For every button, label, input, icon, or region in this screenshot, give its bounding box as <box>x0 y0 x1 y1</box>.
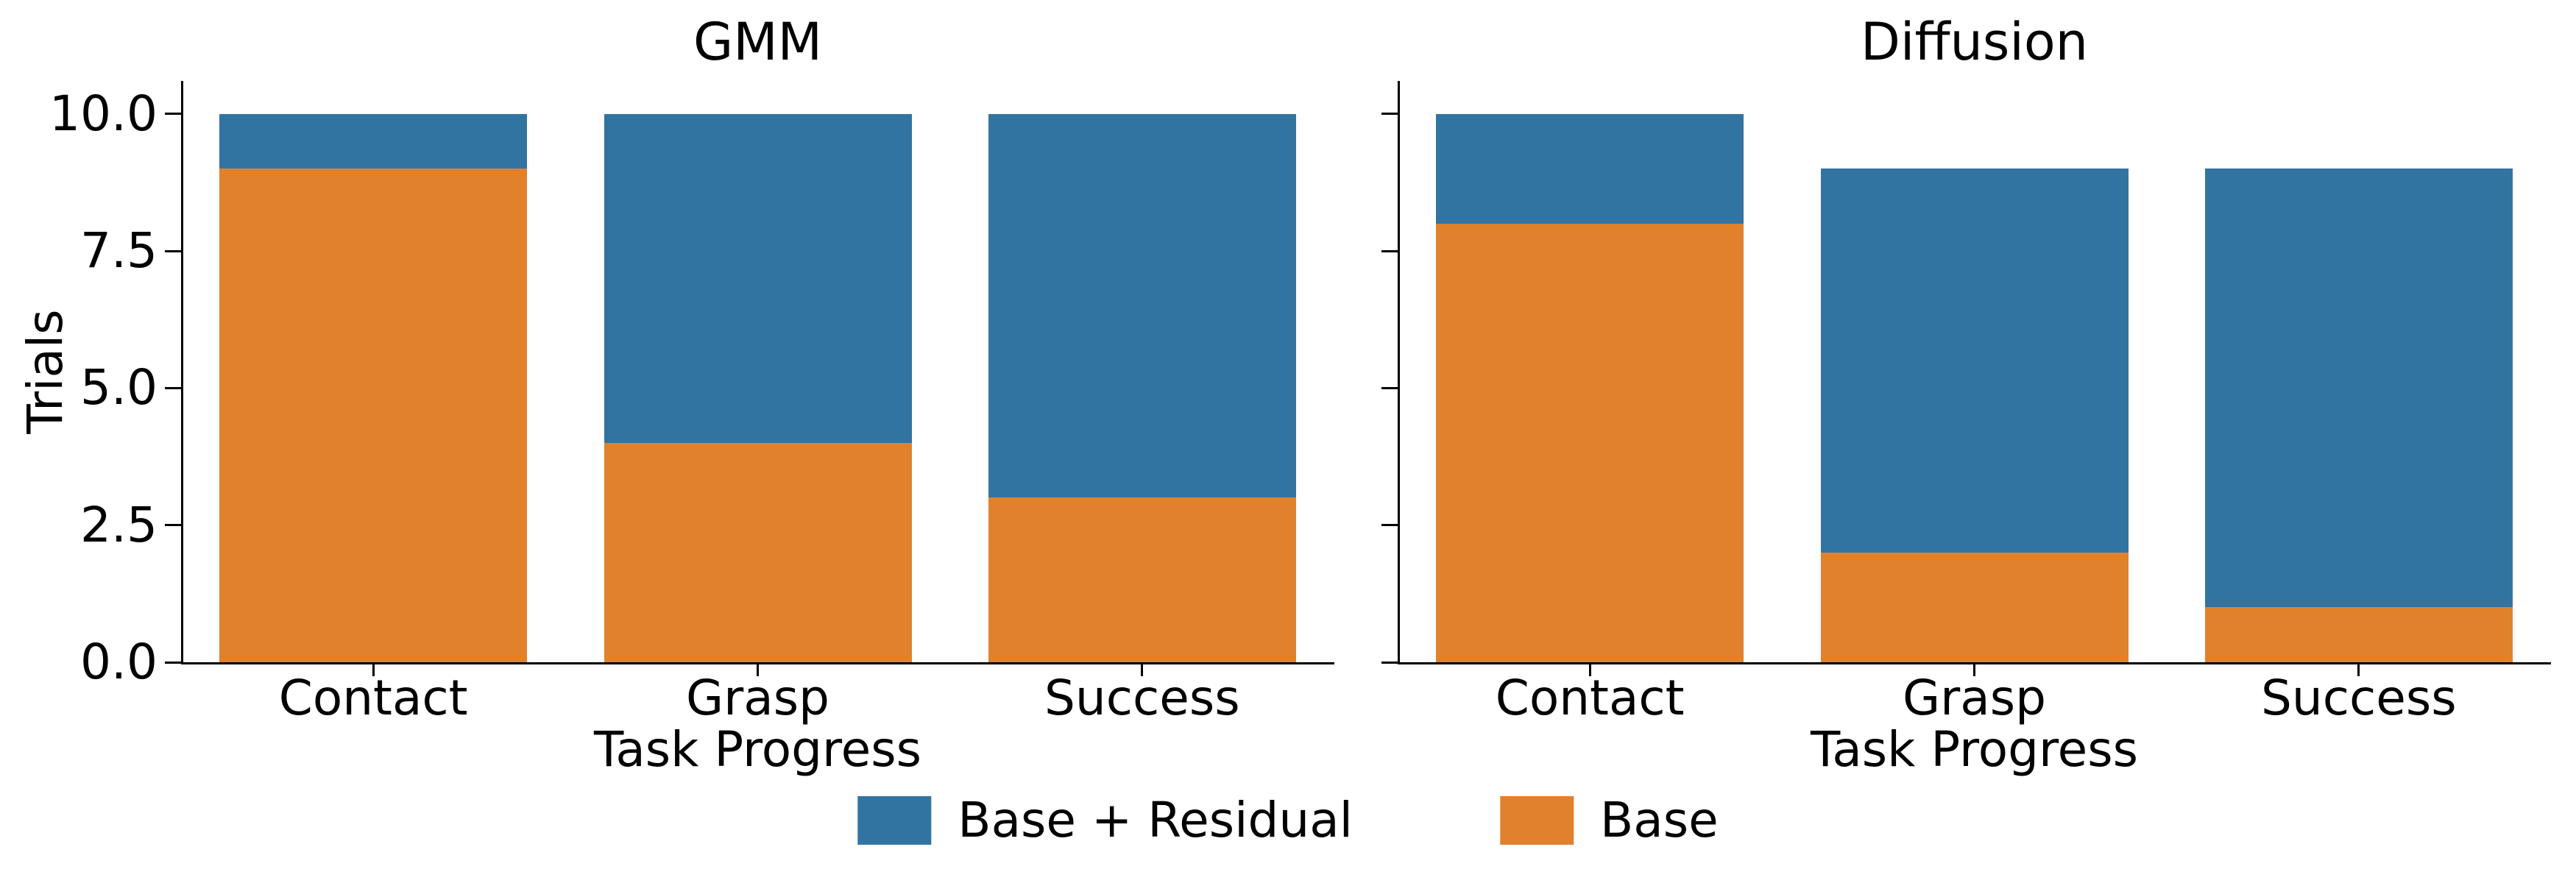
x-tick-label-grasp: Grasp <box>685 670 830 726</box>
x-tick-mark <box>757 664 759 676</box>
y-tick-label: 7.5 <box>80 222 158 280</box>
x-tick-label-contact: Contact <box>278 670 468 726</box>
plot-title-gmm: GMM <box>693 12 823 72</box>
y-tick-label: 2.5 <box>80 496 158 553</box>
x-tick-mark <box>2357 664 2360 676</box>
y-axis-spine <box>181 81 183 664</box>
y-tick-mark <box>1381 113 1398 116</box>
legend-swatch-base <box>1499 796 1574 845</box>
y-tick-mark <box>165 249 181 252</box>
y-tick-mark <box>1381 386 1398 389</box>
x-axis-label: Task Progress <box>593 721 922 778</box>
success-base-bar <box>2204 607 2513 662</box>
grasp-base-bar <box>1820 552 2129 662</box>
y-tick-mark <box>165 524 181 527</box>
y-tick-mark <box>1381 249 1398 252</box>
x-axis-label: Task Progress <box>1810 721 2139 778</box>
x-tick-mark <box>1141 664 1144 676</box>
success-base-residual-bar <box>2204 169 2513 662</box>
x-tick-label-contact: Contact <box>1495 670 1685 726</box>
y-tick-mark <box>1381 661 1398 664</box>
grasp-base-bar <box>604 442 912 662</box>
y-tick-label: 0.0 <box>80 634 158 690</box>
x-tick-mark <box>372 664 375 676</box>
y-tick-mark <box>1381 524 1398 527</box>
legend-label: Base <box>1599 792 1719 848</box>
legend-label: Base + Residual <box>958 792 1353 848</box>
axes-diffusion: Diffusion Task Progress Contact Grasp Succ… <box>1381 16 2551 774</box>
x-tick-mark <box>1588 664 1591 676</box>
x-tick-label-grasp: Grasp <box>1902 670 2047 726</box>
contact-base-bar <box>1436 223 1744 662</box>
x-axis-spine <box>1398 662 2551 664</box>
axes-gmm: GMM Task Progress 0.0 2.5 5.0 7.5 10.0 Contac… <box>49 16 1334 774</box>
y-tick-mark <box>165 113 181 116</box>
x-tick-mark <box>1973 664 1975 676</box>
y-tick-label: 5.0 <box>80 359 158 416</box>
legend-swatch-base-plus-residual <box>857 796 932 845</box>
y-tick-mark <box>165 386 181 389</box>
x-tick-label-success: Success <box>2260 670 2457 726</box>
contact-base-bar <box>219 169 528 662</box>
y-axis-spine <box>1398 81 1400 664</box>
legend-item-base-plus-residual: Base + Residual <box>857 796 1353 845</box>
legend-item-base: Base <box>1499 792 1719 848</box>
y-tick-mark <box>165 661 181 664</box>
plot-title-diffusion: Diffusion <box>1860 12 2089 72</box>
legend: Base + Residual Base <box>857 792 1719 848</box>
x-tick-label-success: Success <box>1044 670 1240 726</box>
success-base-bar <box>988 497 1296 662</box>
x-axis-spine <box>181 662 1334 664</box>
y-tick-label: 10.0 <box>49 85 158 142</box>
